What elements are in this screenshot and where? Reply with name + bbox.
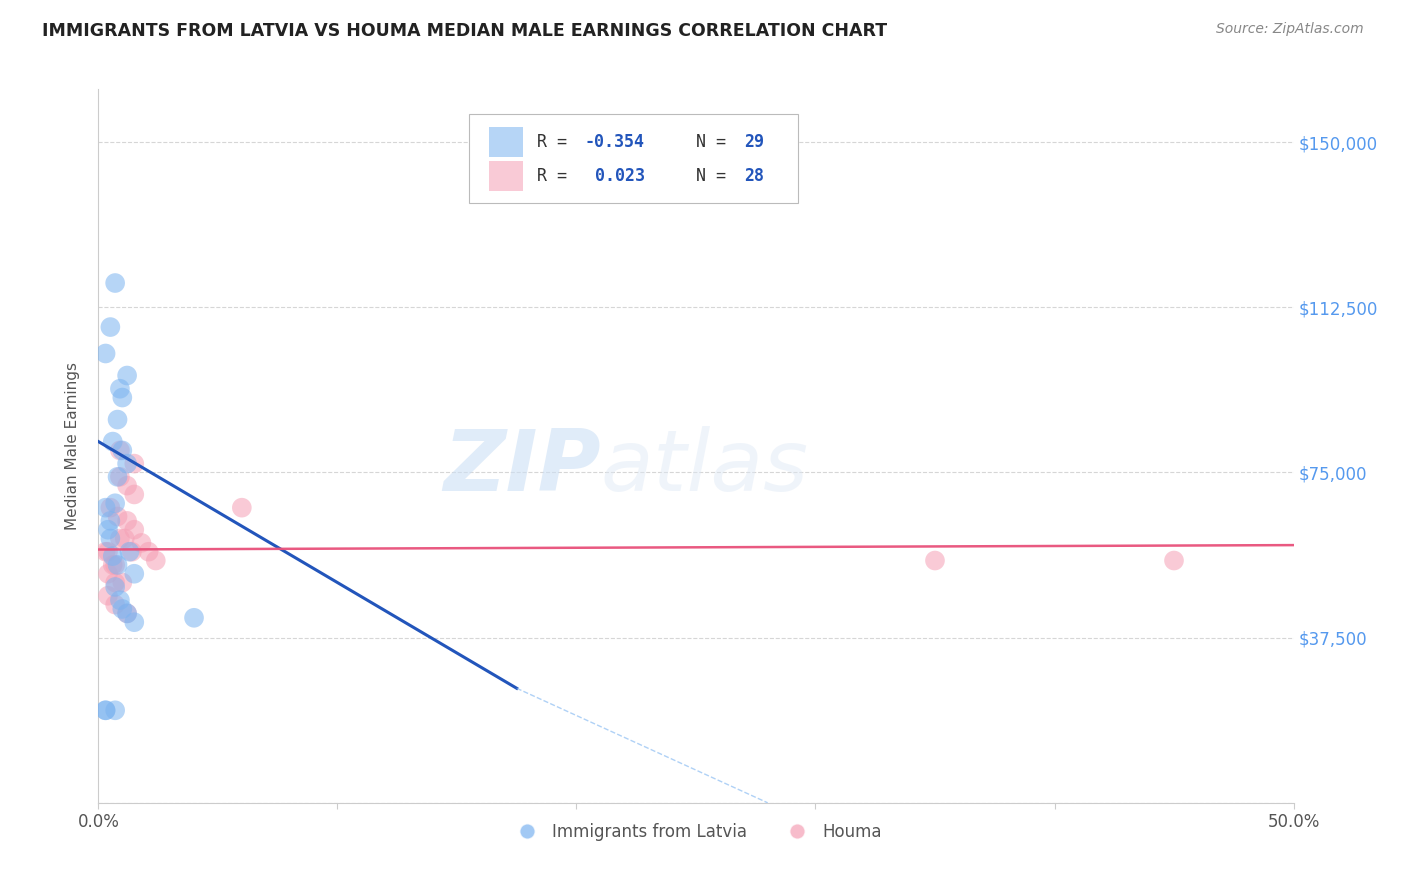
Text: -0.354: -0.354 bbox=[585, 133, 645, 151]
Point bbox=[97, 523, 120, 537]
Point bbox=[98, 532, 122, 546]
Point bbox=[107, 558, 129, 572]
Point bbox=[115, 514, 138, 528]
Point bbox=[115, 607, 138, 621]
Point bbox=[104, 558, 127, 572]
Point bbox=[124, 457, 146, 471]
Point bbox=[111, 575, 134, 590]
Bar bbox=[489, 161, 523, 191]
Point bbox=[98, 500, 122, 515]
Point bbox=[104, 703, 127, 717]
Point bbox=[115, 457, 138, 471]
Text: N =: N = bbox=[696, 167, 735, 185]
Point bbox=[124, 615, 146, 630]
Text: Source: ZipAtlas.com: Source: ZipAtlas.com bbox=[1216, 22, 1364, 37]
Point bbox=[124, 487, 146, 501]
Point bbox=[94, 346, 117, 360]
Bar bbox=[489, 127, 523, 157]
Point bbox=[107, 412, 129, 426]
Point bbox=[94, 500, 117, 515]
Point bbox=[138, 545, 160, 559]
Text: 29: 29 bbox=[744, 133, 763, 151]
Point bbox=[115, 607, 138, 621]
Text: R =: R = bbox=[537, 133, 576, 151]
Point bbox=[94, 703, 117, 717]
Point bbox=[108, 593, 131, 607]
Point bbox=[108, 532, 131, 546]
Legend: Immigrants from Latvia, Houma: Immigrants from Latvia, Houma bbox=[503, 817, 889, 848]
Text: N =: N = bbox=[696, 133, 735, 151]
Point bbox=[107, 509, 129, 524]
Text: IMMIGRANTS FROM LATVIA VS HOUMA MEDIAN MALE EARNINGS CORRELATION CHART: IMMIGRANTS FROM LATVIA VS HOUMA MEDIAN M… bbox=[42, 22, 887, 40]
Point bbox=[124, 523, 146, 537]
Point bbox=[115, 478, 138, 492]
Point bbox=[924, 553, 946, 567]
Point bbox=[94, 703, 117, 717]
Point bbox=[111, 602, 134, 616]
Point bbox=[145, 553, 167, 567]
Point bbox=[114, 532, 136, 546]
Point bbox=[183, 611, 205, 625]
Point bbox=[118, 545, 141, 559]
FancyBboxPatch shape bbox=[470, 114, 797, 203]
Point bbox=[97, 589, 120, 603]
Text: ZIP: ZIP bbox=[443, 425, 600, 509]
Point bbox=[108, 443, 131, 458]
Point bbox=[124, 566, 146, 581]
Point bbox=[107, 470, 129, 484]
Point bbox=[1163, 553, 1185, 567]
Point bbox=[108, 470, 131, 484]
Point bbox=[111, 443, 134, 458]
Point bbox=[97, 545, 120, 559]
Point bbox=[98, 514, 122, 528]
Point bbox=[101, 434, 124, 449]
Point bbox=[98, 320, 122, 334]
Point bbox=[115, 368, 138, 383]
Point bbox=[108, 382, 131, 396]
Point bbox=[121, 545, 143, 559]
Point bbox=[104, 496, 127, 510]
Point bbox=[104, 276, 127, 290]
Y-axis label: Median Male Earnings: Median Male Earnings bbox=[65, 362, 80, 530]
Point bbox=[131, 536, 153, 550]
Point bbox=[231, 500, 253, 515]
Text: atlas: atlas bbox=[600, 425, 808, 509]
Text: 28: 28 bbox=[744, 167, 763, 185]
Point bbox=[94, 545, 117, 559]
Text: R =: R = bbox=[537, 167, 576, 185]
Point bbox=[101, 558, 124, 572]
Point bbox=[104, 575, 127, 590]
Point bbox=[101, 549, 124, 563]
Point bbox=[111, 391, 134, 405]
Point bbox=[97, 566, 120, 581]
Point bbox=[104, 580, 127, 594]
Text: 0.023: 0.023 bbox=[585, 167, 645, 185]
Point bbox=[104, 598, 127, 612]
